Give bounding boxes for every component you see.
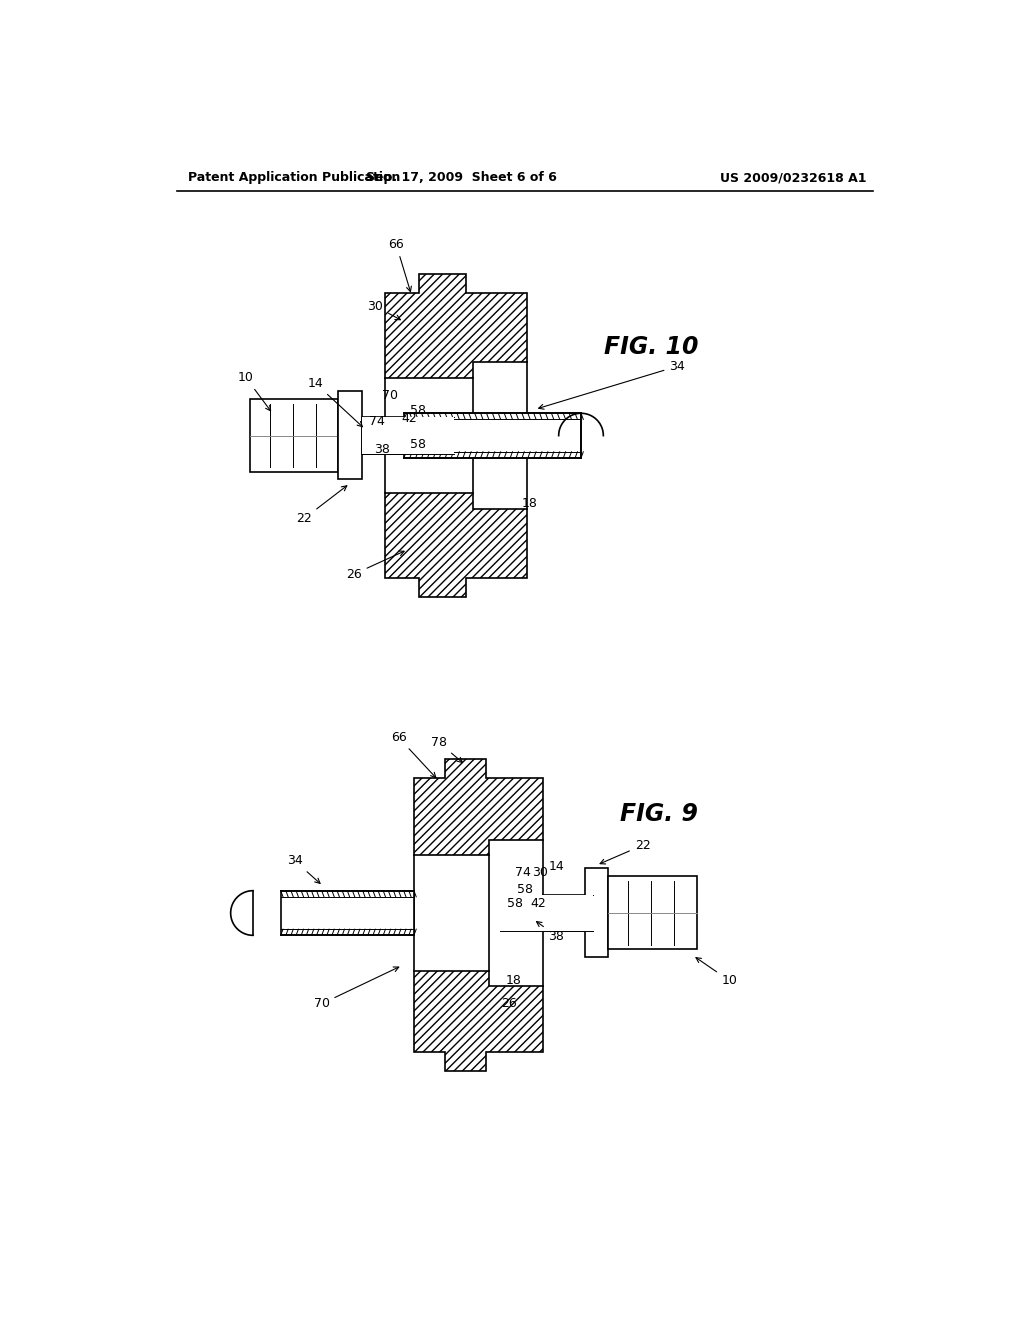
Text: 58: 58 — [410, 438, 426, 451]
Text: 14: 14 — [549, 861, 564, 874]
Bar — [500, 895, 593, 932]
Text: 58: 58 — [517, 883, 532, 896]
Text: 66: 66 — [390, 731, 436, 777]
Text: 42: 42 — [401, 412, 418, 425]
Text: 14: 14 — [307, 376, 362, 426]
Text: 58: 58 — [507, 898, 523, 911]
Text: 22: 22 — [600, 838, 650, 865]
Text: 10: 10 — [239, 371, 270, 411]
Text: 38: 38 — [537, 921, 564, 942]
Bar — [403, 413, 581, 458]
Text: 74: 74 — [370, 416, 385, 428]
Bar — [361, 417, 403, 454]
Text: 34: 34 — [287, 854, 321, 883]
Bar — [608, 876, 696, 949]
Text: 10: 10 — [696, 957, 737, 987]
Text: US 2009/0232618 A1: US 2009/0232618 A1 — [720, 172, 866, 185]
Bar — [585, 869, 608, 957]
Text: 18: 18 — [506, 974, 522, 987]
Text: 70: 70 — [313, 968, 398, 1010]
Bar — [361, 417, 454, 454]
Text: 26: 26 — [346, 550, 404, 581]
Text: FIG. 10: FIG. 10 — [604, 335, 698, 359]
Text: 42: 42 — [530, 898, 546, 911]
Text: 38: 38 — [374, 444, 389, 455]
Text: Sep. 17, 2009  Sheet 6 of 6: Sep. 17, 2009 Sheet 6 of 6 — [367, 172, 557, 185]
Text: 78: 78 — [430, 735, 463, 763]
Text: 66: 66 — [388, 238, 412, 292]
Text: 30: 30 — [531, 866, 548, 879]
Text: 74: 74 — [514, 866, 530, 879]
Polygon shape — [385, 494, 527, 598]
Text: 18: 18 — [521, 496, 538, 510]
Text: 30: 30 — [368, 300, 400, 319]
Polygon shape — [385, 275, 527, 378]
Text: 26: 26 — [502, 998, 517, 1010]
Text: 22: 22 — [296, 486, 347, 525]
Text: Patent Application Publication: Patent Application Publication — [188, 172, 400, 185]
Text: 70: 70 — [382, 389, 397, 403]
Polygon shape — [414, 970, 543, 1071]
Bar — [543, 895, 585, 932]
Bar — [281, 891, 414, 936]
Bar — [250, 399, 339, 471]
Text: 34: 34 — [539, 360, 685, 409]
Text: FIG. 9: FIG. 9 — [620, 803, 697, 826]
Polygon shape — [414, 759, 543, 855]
Text: 58: 58 — [410, 404, 426, 417]
Bar — [339, 391, 361, 479]
